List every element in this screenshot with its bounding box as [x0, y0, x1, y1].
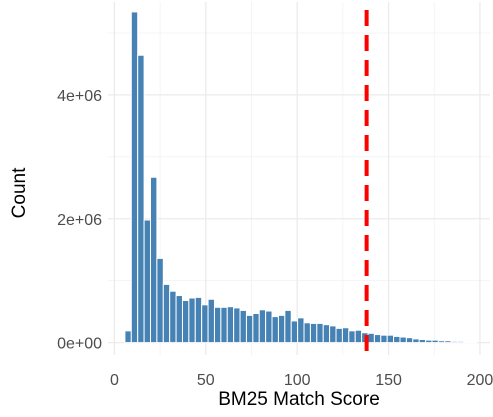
x-tick-labels: 0 50 100 150 200: [110, 372, 493, 389]
histogram-bar: [290, 320, 299, 344]
x-tick-label: 200: [467, 372, 493, 389]
histogram-bar: [162, 283, 171, 344]
histogram-bar: [156, 257, 164, 344]
histogram-bar: [226, 306, 235, 344]
histogram-bar: [412, 338, 420, 344]
histogram-bar: [450, 340, 459, 344]
histogram-bar: [213, 306, 222, 344]
histogram-bar: [316, 322, 324, 344]
histogram-bar: [341, 327, 350, 344]
histogram-bar: [303, 322, 311, 344]
histogram-bar: [207, 298, 215, 344]
histogram-bar: [309, 322, 318, 344]
x-axis-title: BM25 Match Score: [218, 389, 380, 410]
y-tick-label: 2e+06: [57, 212, 102, 229]
histogram-bar: [373, 334, 382, 344]
x-tick-label: 0: [110, 372, 119, 389]
histogram-bar: [220, 306, 228, 344]
x-tick-label: 100: [284, 372, 311, 389]
histogram-bar: [354, 329, 363, 344]
y-tick-labels: 0e+00 2e+06 4e+06: [57, 88, 102, 353]
histogram-bar: [252, 313, 260, 344]
histogram-bar: [335, 327, 343, 344]
histogram-bars: [124, 11, 478, 344]
histogram-bar: [137, 54, 145, 344]
histogram-bar: [386, 334, 395, 344]
histogram-bar: [463, 341, 471, 344]
histogram-bar: [348, 330, 356, 344]
histogram-bar: [297, 317, 305, 344]
histogram-bar: [175, 295, 183, 344]
histogram-bar: [271, 316, 279, 344]
histogram-bar: [194, 296, 203, 344]
histogram-bar: [399, 336, 407, 344]
histogram-bar: [367, 332, 375, 344]
histogram-bar: [418, 339, 427, 344]
y-axis-title: Count: [9, 167, 30, 218]
histogram-bar: [380, 334, 388, 344]
histogram-bar: [245, 314, 254, 344]
histogram-bar: [149, 176, 158, 344]
histogram-bar: [284, 309, 292, 344]
histogram-bar: [169, 290, 177, 344]
histogram-bar: [124, 330, 132, 344]
histogram-bar: [277, 314, 286, 344]
histogram-bar: [201, 304, 209, 344]
histogram-bar: [457, 340, 465, 344]
histogram-bar: [393, 335, 401, 344]
histogram-bar: [444, 340, 452, 344]
histogram-bar: [437, 340, 446, 344]
histogram-bar: [188, 297, 196, 344]
histogram-bar: [431, 339, 439, 344]
histogram-bar: [143, 219, 151, 344]
minor-gridlines: [108, 2, 490, 355]
y-tick-label: 0e+00: [57, 336, 102, 353]
histogram-bar: [425, 339, 433, 344]
x-tick-label: 50: [197, 372, 215, 389]
histogram-bar: [130, 11, 139, 344]
histogram-bar: [265, 310, 273, 344]
histogram-bar: [405, 337, 414, 344]
histogram-bar: [469, 341, 478, 344]
histogram-bar: [233, 307, 241, 344]
histogram-bar: [239, 309, 247, 344]
x-tick-label: 150: [375, 372, 402, 389]
y-tick-label: 4e+06: [57, 88, 102, 105]
histogram-bar: [329, 325, 337, 344]
histogram-bar: [258, 309, 267, 344]
histogram-bar: [322, 324, 331, 344]
histogram-bar: [181, 300, 190, 344]
